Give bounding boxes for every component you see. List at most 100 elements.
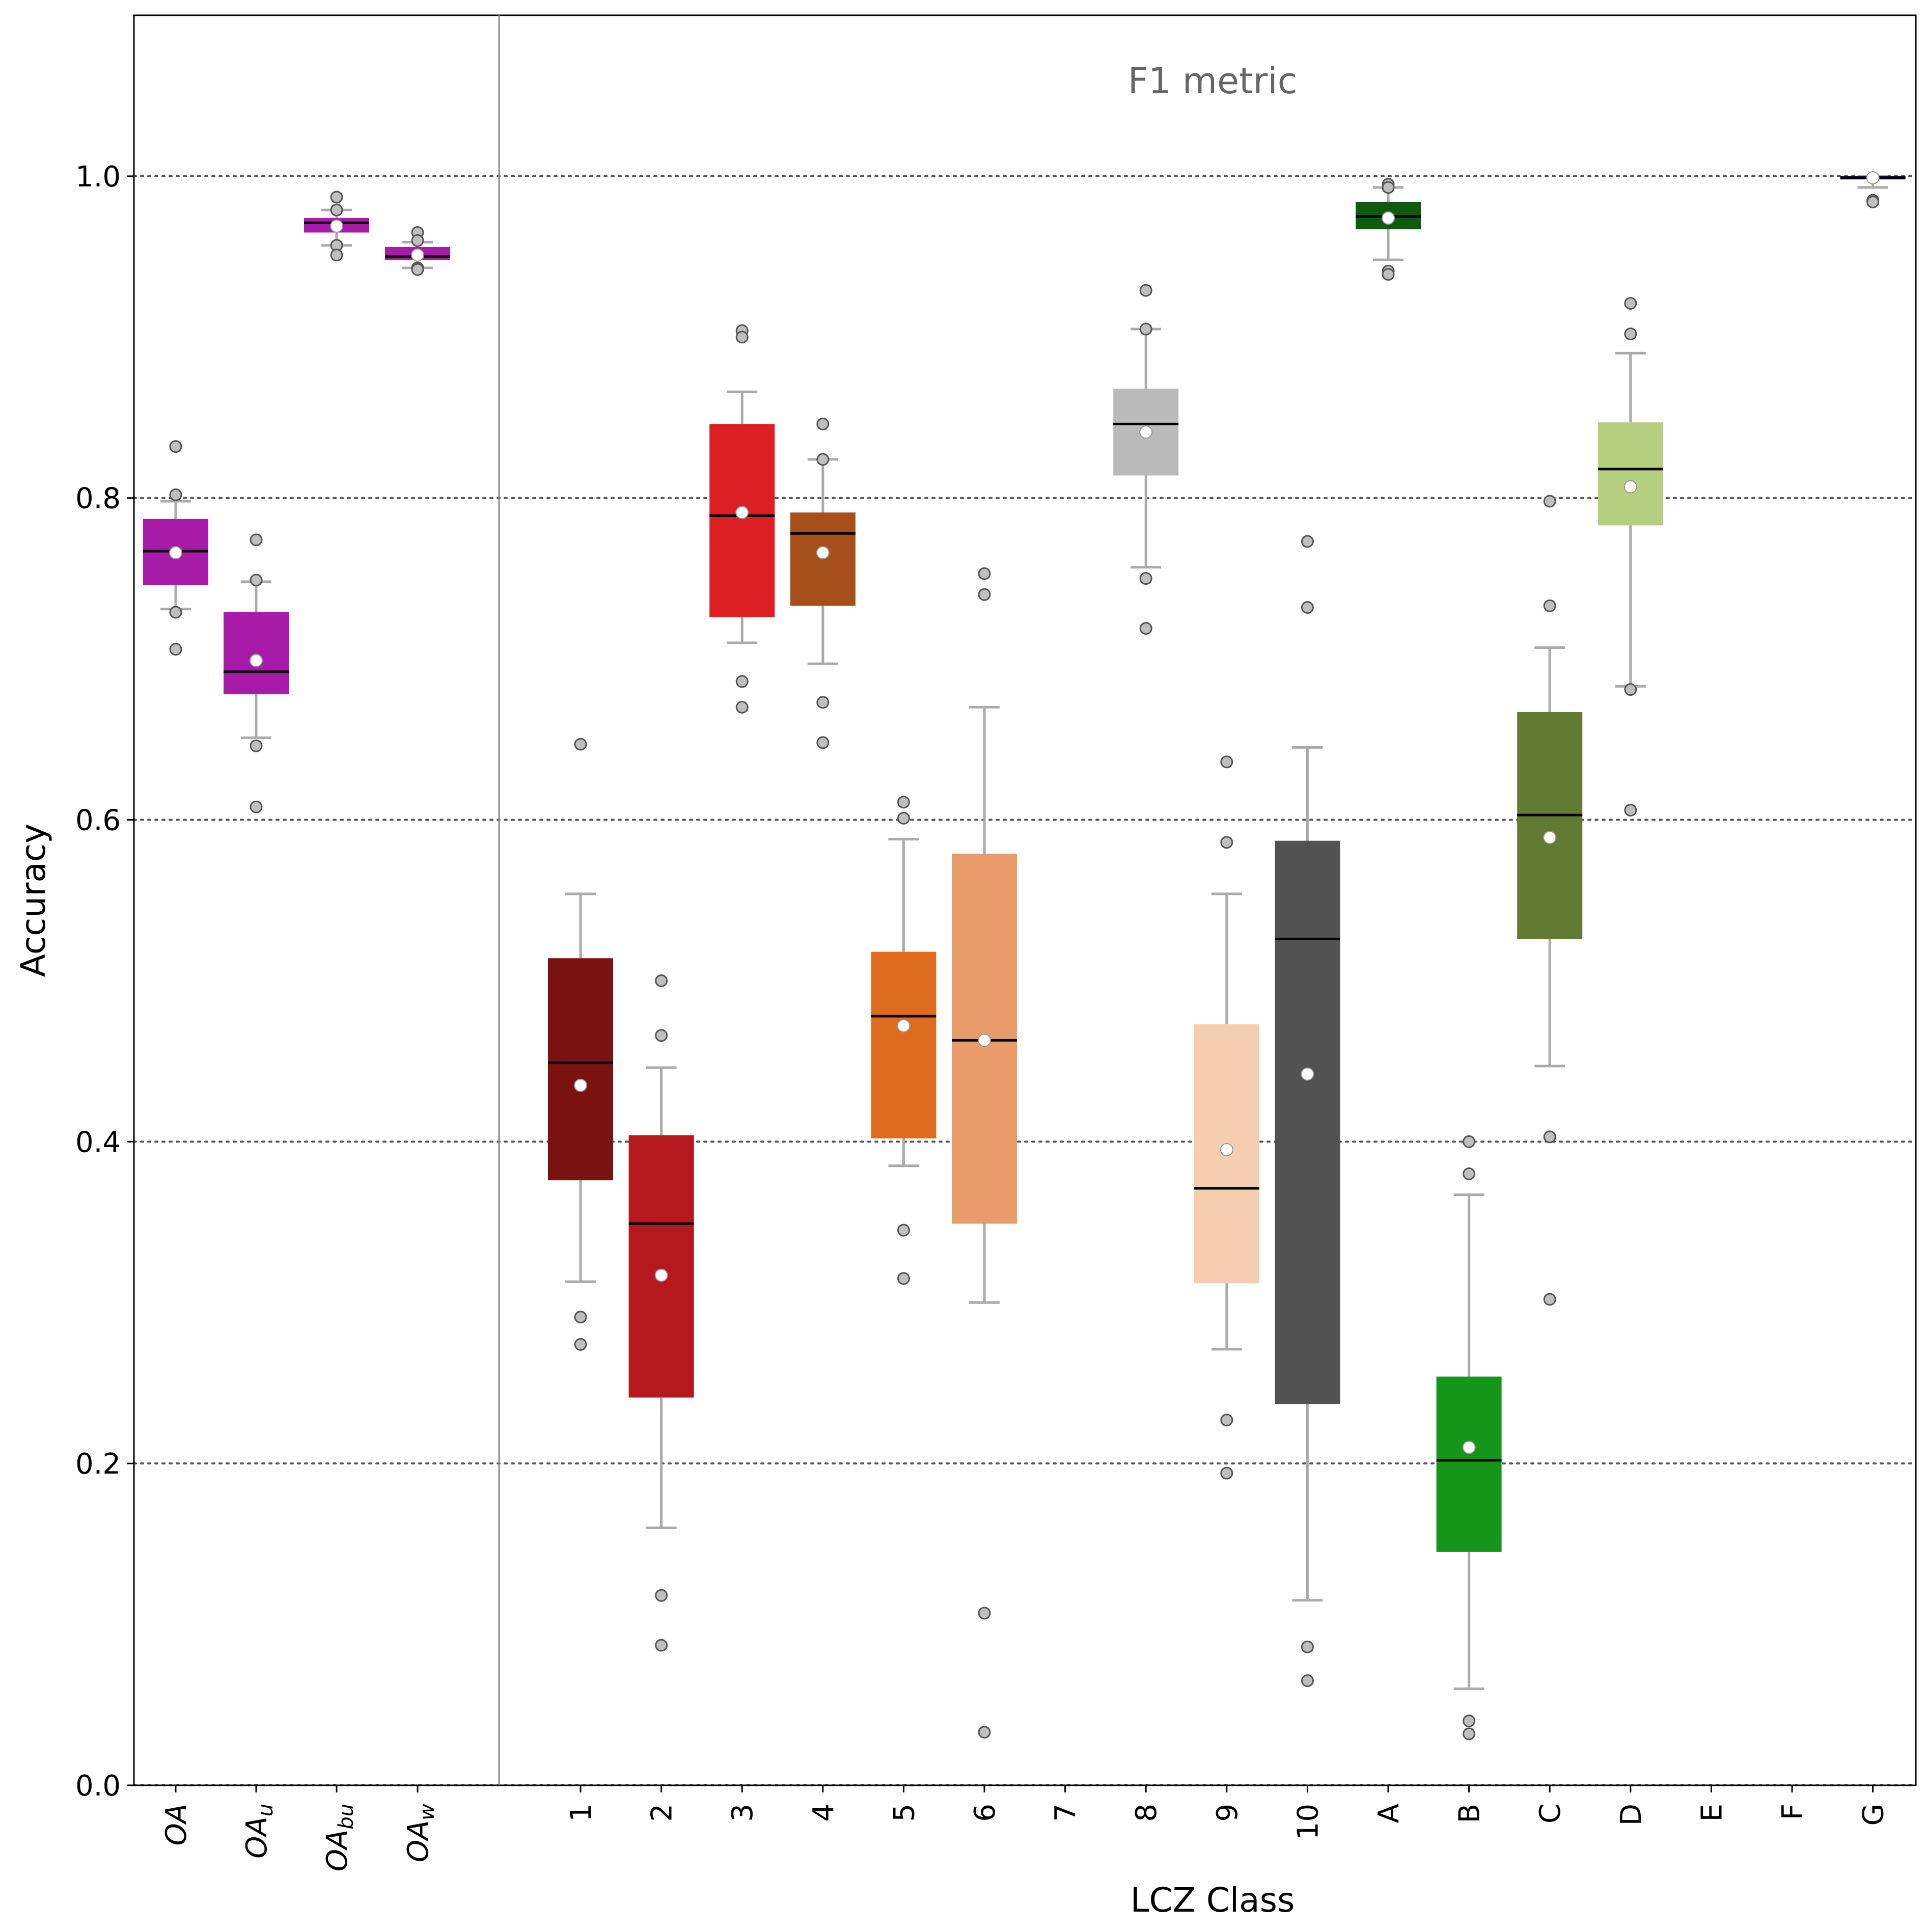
outlier-point (574, 1338, 587, 1351)
box-2 (628, 974, 694, 1652)
outlier-point (655, 1029, 668, 1042)
gridlines (133, 175, 1917, 1786)
outlier-point (1220, 1413, 1233, 1427)
box-D (1598, 296, 1663, 817)
x-tick-label: 2 (646, 1804, 679, 1822)
box-5 (871, 796, 937, 1285)
outlier-point (169, 643, 182, 656)
box-10 (1275, 535, 1340, 1688)
box-OAw (385, 226, 450, 276)
outlier-point (1382, 181, 1395, 194)
mean-marker (330, 219, 343, 233)
x-tick-label: OAbu (321, 1804, 358, 1871)
x-tick-label: 6 (969, 1804, 1002, 1822)
box-8 (1113, 284, 1179, 635)
box-iqr (1598, 422, 1663, 526)
box-1 (548, 738, 613, 1351)
outlier-point (250, 574, 263, 587)
x-tick-label: C (1534, 1804, 1567, 1824)
outlier-point (1624, 804, 1637, 817)
outlier-point (1543, 1293, 1556, 1306)
outlier-point (978, 1726, 991, 1739)
mean-marker (1139, 425, 1153, 439)
outlier-point (655, 1639, 668, 1652)
outlier-point (250, 800, 263, 813)
plot-area-frame (133, 14, 1917, 1786)
outlier-point (735, 675, 749, 688)
x-tick-label: B (1453, 1804, 1487, 1823)
outlier-point (1543, 1130, 1556, 1144)
outlier-point (330, 249, 343, 262)
x-tick-label: E (1695, 1804, 1728, 1821)
outlier-point (1866, 195, 1880, 208)
x-tick-label: 4 (807, 1804, 840, 1822)
mean-marker (816, 546, 830, 560)
box-series (143, 171, 1906, 1740)
box-OA (143, 440, 208, 656)
outlier-point (1220, 1466, 1233, 1480)
box-OAbu (304, 191, 369, 262)
outlier-point (1139, 322, 1152, 336)
mean-marker (574, 1078, 587, 1092)
outlier-point (1624, 683, 1637, 696)
y-axis-title: Accuracy (14, 824, 53, 977)
x-tick-label: 5 (888, 1804, 921, 1822)
mean-marker (735, 506, 749, 520)
mean-marker (1543, 831, 1557, 845)
mean-marker (978, 1033, 991, 1047)
x-axis-title: LCZ Class (1131, 1881, 1295, 1920)
outlier-point (897, 811, 910, 825)
outlier-point (1301, 1640, 1314, 1653)
x-tick-label: 8 (1130, 1804, 1163, 1822)
box-iqr (1436, 1376, 1502, 1552)
box-C (1517, 495, 1583, 1306)
x-axis-ticks: OA OAu OAbu OAw 1 2 3 4 5 6 7 8 9 10 A B C D E F G (160, 1785, 1890, 1871)
outlier-point (1139, 284, 1152, 297)
y-tick-label: 1.0 (75, 160, 121, 194)
outlier-point (411, 263, 424, 276)
box-B (1436, 1135, 1502, 1740)
outlier-point (1463, 1727, 1476, 1740)
outlier-point (169, 440, 182, 453)
x-tick-label: 10 (1291, 1804, 1325, 1840)
x-tick-label: OA (160, 1804, 193, 1845)
box-iqr (871, 951, 937, 1139)
x-tick-label: 7 (1050, 1804, 1083, 1822)
box-4 (790, 417, 856, 749)
x-tick-label: 1 (565, 1804, 598, 1822)
outlier-point (1220, 755, 1233, 769)
outlier-point (897, 1272, 910, 1285)
outlier-point (978, 588, 991, 601)
outlier-point (330, 191, 343, 204)
mean-marker (411, 248, 424, 262)
outlier-point (1139, 622, 1152, 635)
outlier-point (897, 1223, 910, 1237)
outlier-point (816, 696, 830, 709)
outlier-point (655, 974, 668, 987)
x-tick-label: 3 (726, 1804, 759, 1822)
mean-marker (1220, 1143, 1233, 1157)
y-tick-label: 0.6 (75, 804, 121, 837)
mean-marker (250, 654, 263, 667)
box-3 (709, 324, 775, 714)
mean-marker (1624, 480, 1637, 494)
mean-marker (1301, 1067, 1314, 1081)
outlier-point (1624, 296, 1637, 310)
box-iqr (1517, 712, 1583, 939)
x-tick-label: A (1372, 1804, 1406, 1823)
outlier-point (978, 1607, 991, 1620)
outlier-point (1301, 601, 1314, 614)
outlier-point (978, 567, 991, 580)
outlier-point (897, 796, 910, 809)
outlier-point (1543, 599, 1556, 612)
outlier-point (1463, 1135, 1476, 1148)
outlier-point (169, 606, 182, 619)
outlier-point (250, 533, 263, 547)
outlier-point (816, 736, 830, 749)
outlier-point (1301, 535, 1314, 548)
outlier-point (655, 1589, 668, 1602)
outlier-point (330, 203, 343, 216)
outlier-point (574, 1311, 587, 1324)
outlier-point (574, 738, 587, 751)
